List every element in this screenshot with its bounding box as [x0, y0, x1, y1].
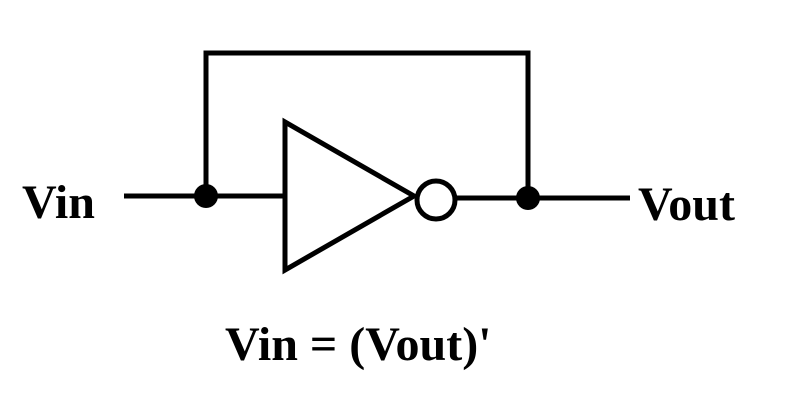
output-label: Vout — [638, 178, 735, 231]
feedback-wire — [203, 50, 531, 196]
input-junction-dot — [194, 184, 218, 208]
equation-label: Vin = (Vout)' — [225, 318, 492, 371]
inversion-bubble — [414, 178, 458, 222]
inverter-icon — [282, 117, 420, 275]
output-junction-dot — [516, 186, 540, 210]
input-label: Vin — [22, 176, 95, 229]
